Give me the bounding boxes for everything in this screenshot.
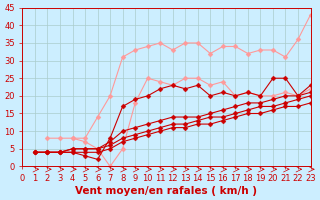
- X-axis label: Vent moyen/en rafales ( km/h ): Vent moyen/en rafales ( km/h ): [76, 186, 258, 196]
